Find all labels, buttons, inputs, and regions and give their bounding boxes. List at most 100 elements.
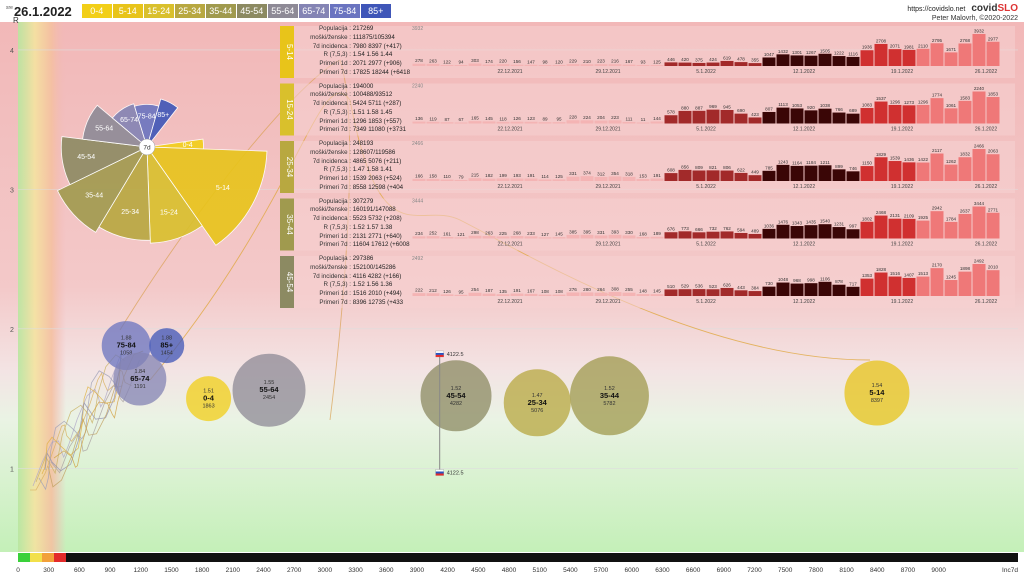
- panel-stat-row: Populacija : 194000: [296, 83, 410, 92]
- legend-chip-45-54[interactable]: 45-54: [236, 4, 267, 18]
- legend-chip-25-34[interactable]: 25-34: [174, 4, 205, 18]
- rose-slice-55-64: [82, 104, 149, 148]
- stat-value: 1516 2010 (+494): [351, 290, 402, 298]
- stat-key: Populacija :: [319, 140, 351, 147]
- panel-bar: [594, 120, 608, 124]
- legend-chip-75-84[interactable]: 75-84: [329, 4, 360, 18]
- panel-stat-row: moški/ženske : 111875/105394: [296, 34, 410, 43]
- bubble-inc: 1454: [161, 351, 173, 357]
- panel-bar-label: 98: [542, 60, 548, 65]
- panel-bar: [734, 62, 748, 66]
- panel-bar-label: 1048: [778, 277, 789, 282]
- stat-value: 194000: [351, 82, 374, 90]
- panel-bar: [552, 65, 566, 66]
- panel-stat-row: Primeri 1d : 2071 2977 (+906): [296, 60, 410, 69]
- panel-bar-label: 2768: [960, 38, 971, 43]
- panel-bar-label: 766: [835, 107, 843, 112]
- panel-bar: [790, 165, 804, 181]
- panel-bar: [762, 228, 776, 239]
- panel-bar-label: 127: [541, 232, 549, 237]
- panel-bar-label: 1537: [876, 96, 887, 101]
- panel-stat-row: Primeri 1d : 1296 1853 (+557): [296, 118, 410, 127]
- panel-bar: [566, 120, 580, 124]
- panel-bar: [468, 178, 482, 181]
- panel-bar: [538, 294, 552, 296]
- panel-bar: [930, 211, 944, 239]
- panel-bar-label: 732: [709, 226, 717, 231]
- panel-bar: [986, 41, 1000, 66]
- panel-bar-label: 212: [429, 288, 437, 293]
- panel-bar-label: 746: [849, 166, 857, 171]
- legend-chip-0-4[interactable]: 0-4: [81, 4, 112, 18]
- panel-bar-label: 856: [681, 164, 689, 169]
- x-tick-label: 2400: [256, 567, 271, 574]
- panel-bar-label: 298: [471, 230, 479, 235]
- panel-bar: [874, 272, 888, 296]
- bubble-group: 0-4: [203, 394, 215, 403]
- panel-bar: [538, 179, 552, 181]
- panel-bar-label: 2063: [988, 149, 999, 154]
- panel-bar-label: 594: [737, 227, 745, 232]
- panel-date-label: 12.1.2022: [793, 184, 815, 190]
- panel-bar: [860, 221, 874, 239]
- site-url[interactable]: https://covidslo.net: [907, 6, 966, 13]
- x-axis-color-band: [30, 553, 42, 562]
- panel-bar-label: 1273: [904, 100, 915, 105]
- panel-bar-label: 968: [793, 278, 801, 283]
- panel-bar-label: 118: [499, 116, 507, 121]
- panel-bar-label: 1829: [876, 152, 887, 157]
- panel-bar: [944, 52, 958, 66]
- panel-bar: [524, 64, 538, 66]
- panel-bar-label: 93: [640, 60, 646, 65]
- stat-value: 4865 5076 (+211): [351, 157, 402, 165]
- legend-chip-35-44[interactable]: 35-44: [205, 4, 236, 18]
- panel-bar-label: 785: [765, 165, 773, 170]
- panel-bar: [916, 220, 930, 239]
- legend-chip-5-14[interactable]: 5-14: [112, 4, 143, 18]
- panel-bar: [762, 111, 776, 124]
- panel-bar-label: 225: [499, 231, 507, 236]
- legend-chip-15-24[interactable]: 15-24: [143, 4, 174, 18]
- panel-bar-label: 191: [527, 173, 535, 178]
- legend-chip-85+[interactable]: 85+: [360, 4, 391, 18]
- panel-date-label: 29.12.2021: [595, 299, 620, 305]
- panel-bar: [790, 283, 804, 296]
- panel-bar-label: 1936: [862, 45, 873, 50]
- x-tick-label: 5700: [594, 567, 609, 574]
- panel-bar: [888, 276, 902, 296]
- stat-key: R (7,5,3) :: [323, 108, 351, 116]
- panel-bar-label: 1432: [778, 49, 789, 54]
- panel-bar: [930, 153, 944, 181]
- rose-label-0-4: 0-4: [183, 142, 193, 149]
- legend-chip-65-74[interactable]: 65-74: [298, 4, 329, 18]
- panel-bar: [636, 236, 650, 239]
- panel-bar: [496, 236, 510, 239]
- panel-date-label: 12.1.2022: [793, 299, 815, 305]
- rose-center-label: 7d: [143, 145, 151, 152]
- panel-tag-5-14: [280, 26, 294, 78]
- legend-chip-55-64[interactable]: 55-64: [267, 4, 298, 18]
- bubble-35-44: [569, 356, 649, 436]
- panel-bar: [678, 169, 692, 181]
- panel-bar-label: 2109: [904, 213, 915, 218]
- panel-bar: [818, 165, 832, 181]
- panel-bar: [790, 55, 804, 66]
- panel-tag-label: 35-44: [285, 214, 294, 235]
- panel-bar-label: 1784: [946, 216, 957, 221]
- bubble-r: 1.55: [264, 380, 275, 386]
- panel-bar: [552, 294, 566, 296]
- panel-bar: [986, 154, 1000, 181]
- panel-bar: [664, 232, 678, 239]
- panel-bar: [930, 98, 944, 124]
- rose-slice-15-24: [146, 145, 203, 244]
- panel-bar: [916, 276, 930, 296]
- panel-stat-row: Primeri 7d : 8558 12598 (+404: [296, 184, 410, 193]
- trail-line: [30, 372, 116, 491]
- panel-bar: [776, 54, 790, 66]
- panel-bar-label: 920: [807, 105, 815, 110]
- panel-bar: [734, 113, 748, 124]
- panel-date-label: 26.1.2022: [975, 127, 997, 133]
- panel-bar-label: 145: [485, 116, 493, 121]
- panel-stat-row: 7d incidenca : 4116 4282 (+166): [296, 273, 410, 282]
- panel-bar: [524, 178, 538, 181]
